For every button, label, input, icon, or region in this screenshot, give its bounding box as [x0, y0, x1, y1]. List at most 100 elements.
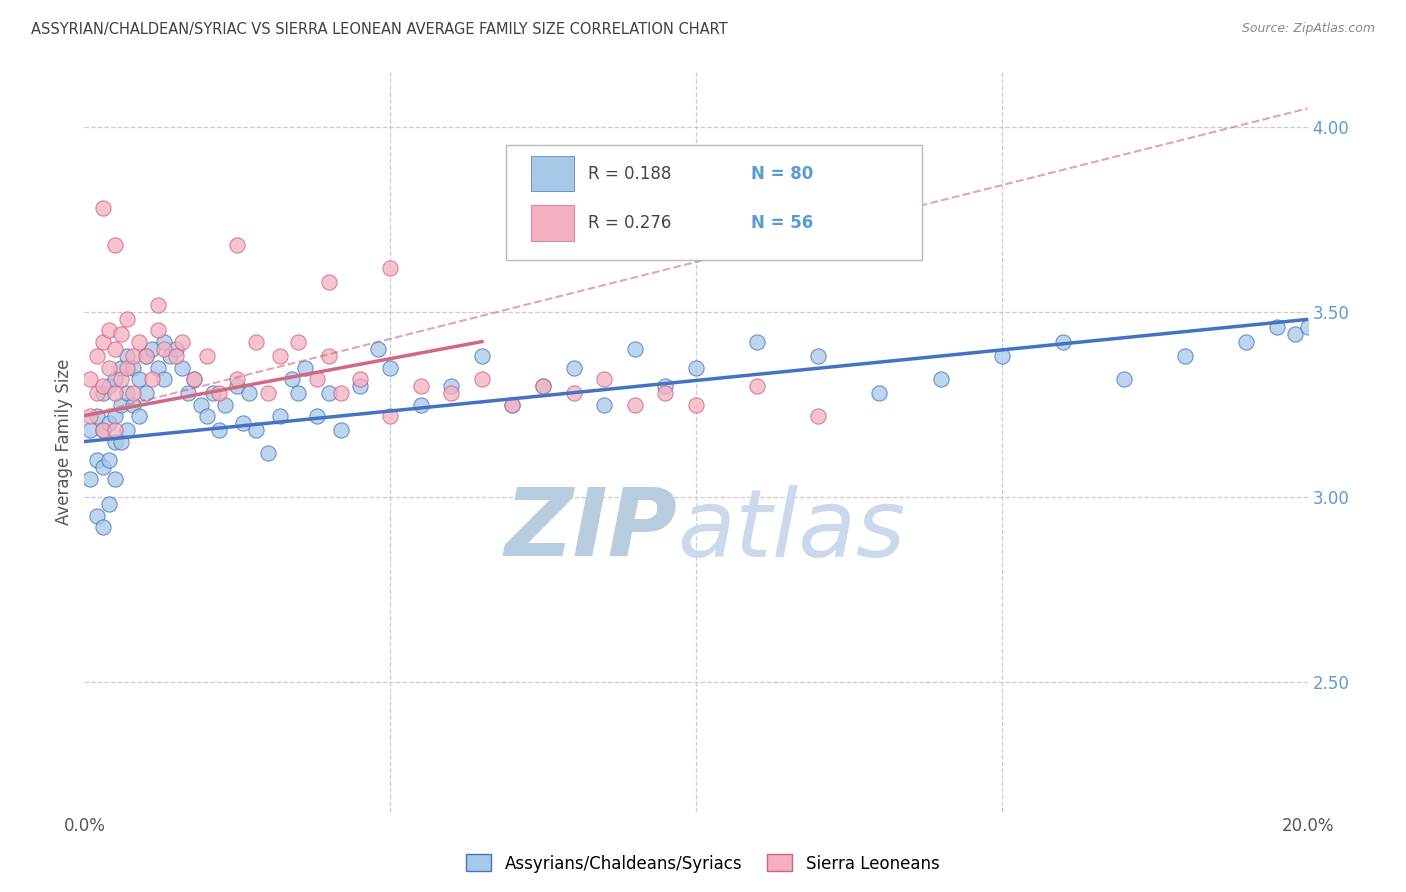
Point [141, 342, 163, 356]
Point [531, 379, 554, 393]
Point [287, 386, 309, 401]
Point [226, 379, 249, 393]
Point [91, 202, 114, 216]
Point [128, 409, 150, 423]
Legend: Assyrians/Chaldeans/Syriacs, Sierra Leoneans: Assyrians/Chaldeans/Syriacs, Sierra Leon… [460, 847, 946, 880]
Point [929, 371, 952, 385]
Point [97, 453, 120, 467]
Text: N = 56: N = 56 [751, 214, 813, 232]
Point [183, 371, 205, 385]
Point [232, 416, 254, 430]
Point [91, 379, 114, 393]
Point [153, 342, 176, 356]
Point [807, 409, 830, 423]
Point [115, 312, 138, 326]
Point [146, 360, 169, 375]
Point [97, 416, 120, 430]
Point [269, 350, 291, 364]
Point [183, 371, 205, 385]
Text: ASSYRIAN/CHALDEAN/SYRIAC VS SIERRA LEONEAN AVERAGE FAMILY SIZE CORRELATION CHART: ASSYRIAN/CHALDEAN/SYRIAC VS SIERRA LEONE… [31, 22, 727, 37]
Bar [531, 156, 574, 191]
Point [195, 409, 218, 423]
Point [502, 398, 524, 412]
Point [97, 498, 120, 512]
Point [195, 350, 218, 364]
Point [1114, 371, 1136, 385]
Point [110, 371, 132, 385]
Point [79, 409, 101, 423]
Point [115, 386, 138, 401]
Point [208, 386, 231, 401]
Point [115, 424, 138, 438]
Point [245, 334, 267, 349]
Point [807, 350, 830, 364]
Point [172, 360, 194, 375]
Point [86, 409, 108, 423]
Point [869, 386, 891, 401]
Point [79, 371, 101, 385]
Text: N = 80: N = 80 [751, 164, 813, 183]
Text: Source: ZipAtlas.com: Source: ZipAtlas.com [1241, 22, 1375, 36]
Point [104, 434, 127, 449]
Point [367, 342, 389, 356]
Bar [531, 205, 574, 241]
Point [624, 342, 647, 356]
Text: R = 0.188: R = 0.188 [588, 164, 672, 183]
Point [146, 297, 169, 311]
Point [104, 472, 127, 486]
Point [1174, 350, 1197, 364]
Point [115, 350, 138, 364]
Point [172, 334, 194, 349]
Point [115, 360, 138, 375]
Point [110, 327, 132, 342]
Point [91, 460, 114, 475]
FancyBboxPatch shape [506, 145, 922, 260]
Point [135, 386, 157, 401]
Point [257, 445, 280, 459]
Point [654, 386, 676, 401]
Point [122, 360, 145, 375]
Point [624, 398, 647, 412]
Point [201, 386, 224, 401]
Point [1296, 319, 1319, 334]
Point [86, 386, 108, 401]
Point [146, 324, 169, 338]
Point [318, 386, 340, 401]
Point [91, 334, 114, 349]
Point [747, 334, 769, 349]
Point [165, 350, 187, 364]
Point [91, 424, 114, 438]
Point [531, 379, 554, 393]
Point [110, 360, 132, 375]
Point [104, 238, 127, 252]
Point [91, 386, 114, 401]
Point [562, 386, 585, 401]
Point [104, 409, 127, 423]
Point [165, 342, 187, 356]
Y-axis label: Average Family Size: Average Family Size [55, 359, 73, 524]
Point [135, 350, 157, 364]
Point [104, 342, 127, 356]
Point [440, 379, 463, 393]
Point [214, 398, 236, 412]
Point [226, 371, 249, 385]
Point [159, 350, 181, 364]
Point [269, 409, 291, 423]
Point [97, 379, 120, 393]
Point [318, 350, 340, 364]
Point [287, 334, 309, 349]
Point [1052, 334, 1074, 349]
Point [685, 398, 707, 412]
Point [141, 371, 163, 385]
Point [409, 398, 432, 412]
Point [330, 386, 353, 401]
Point [190, 398, 212, 412]
Point [177, 386, 200, 401]
Point [91, 519, 114, 533]
Point [349, 371, 371, 385]
Point [380, 409, 402, 423]
Point [685, 360, 707, 375]
Text: R = 0.276: R = 0.276 [588, 214, 672, 232]
Point [440, 386, 463, 401]
Point [104, 424, 127, 438]
